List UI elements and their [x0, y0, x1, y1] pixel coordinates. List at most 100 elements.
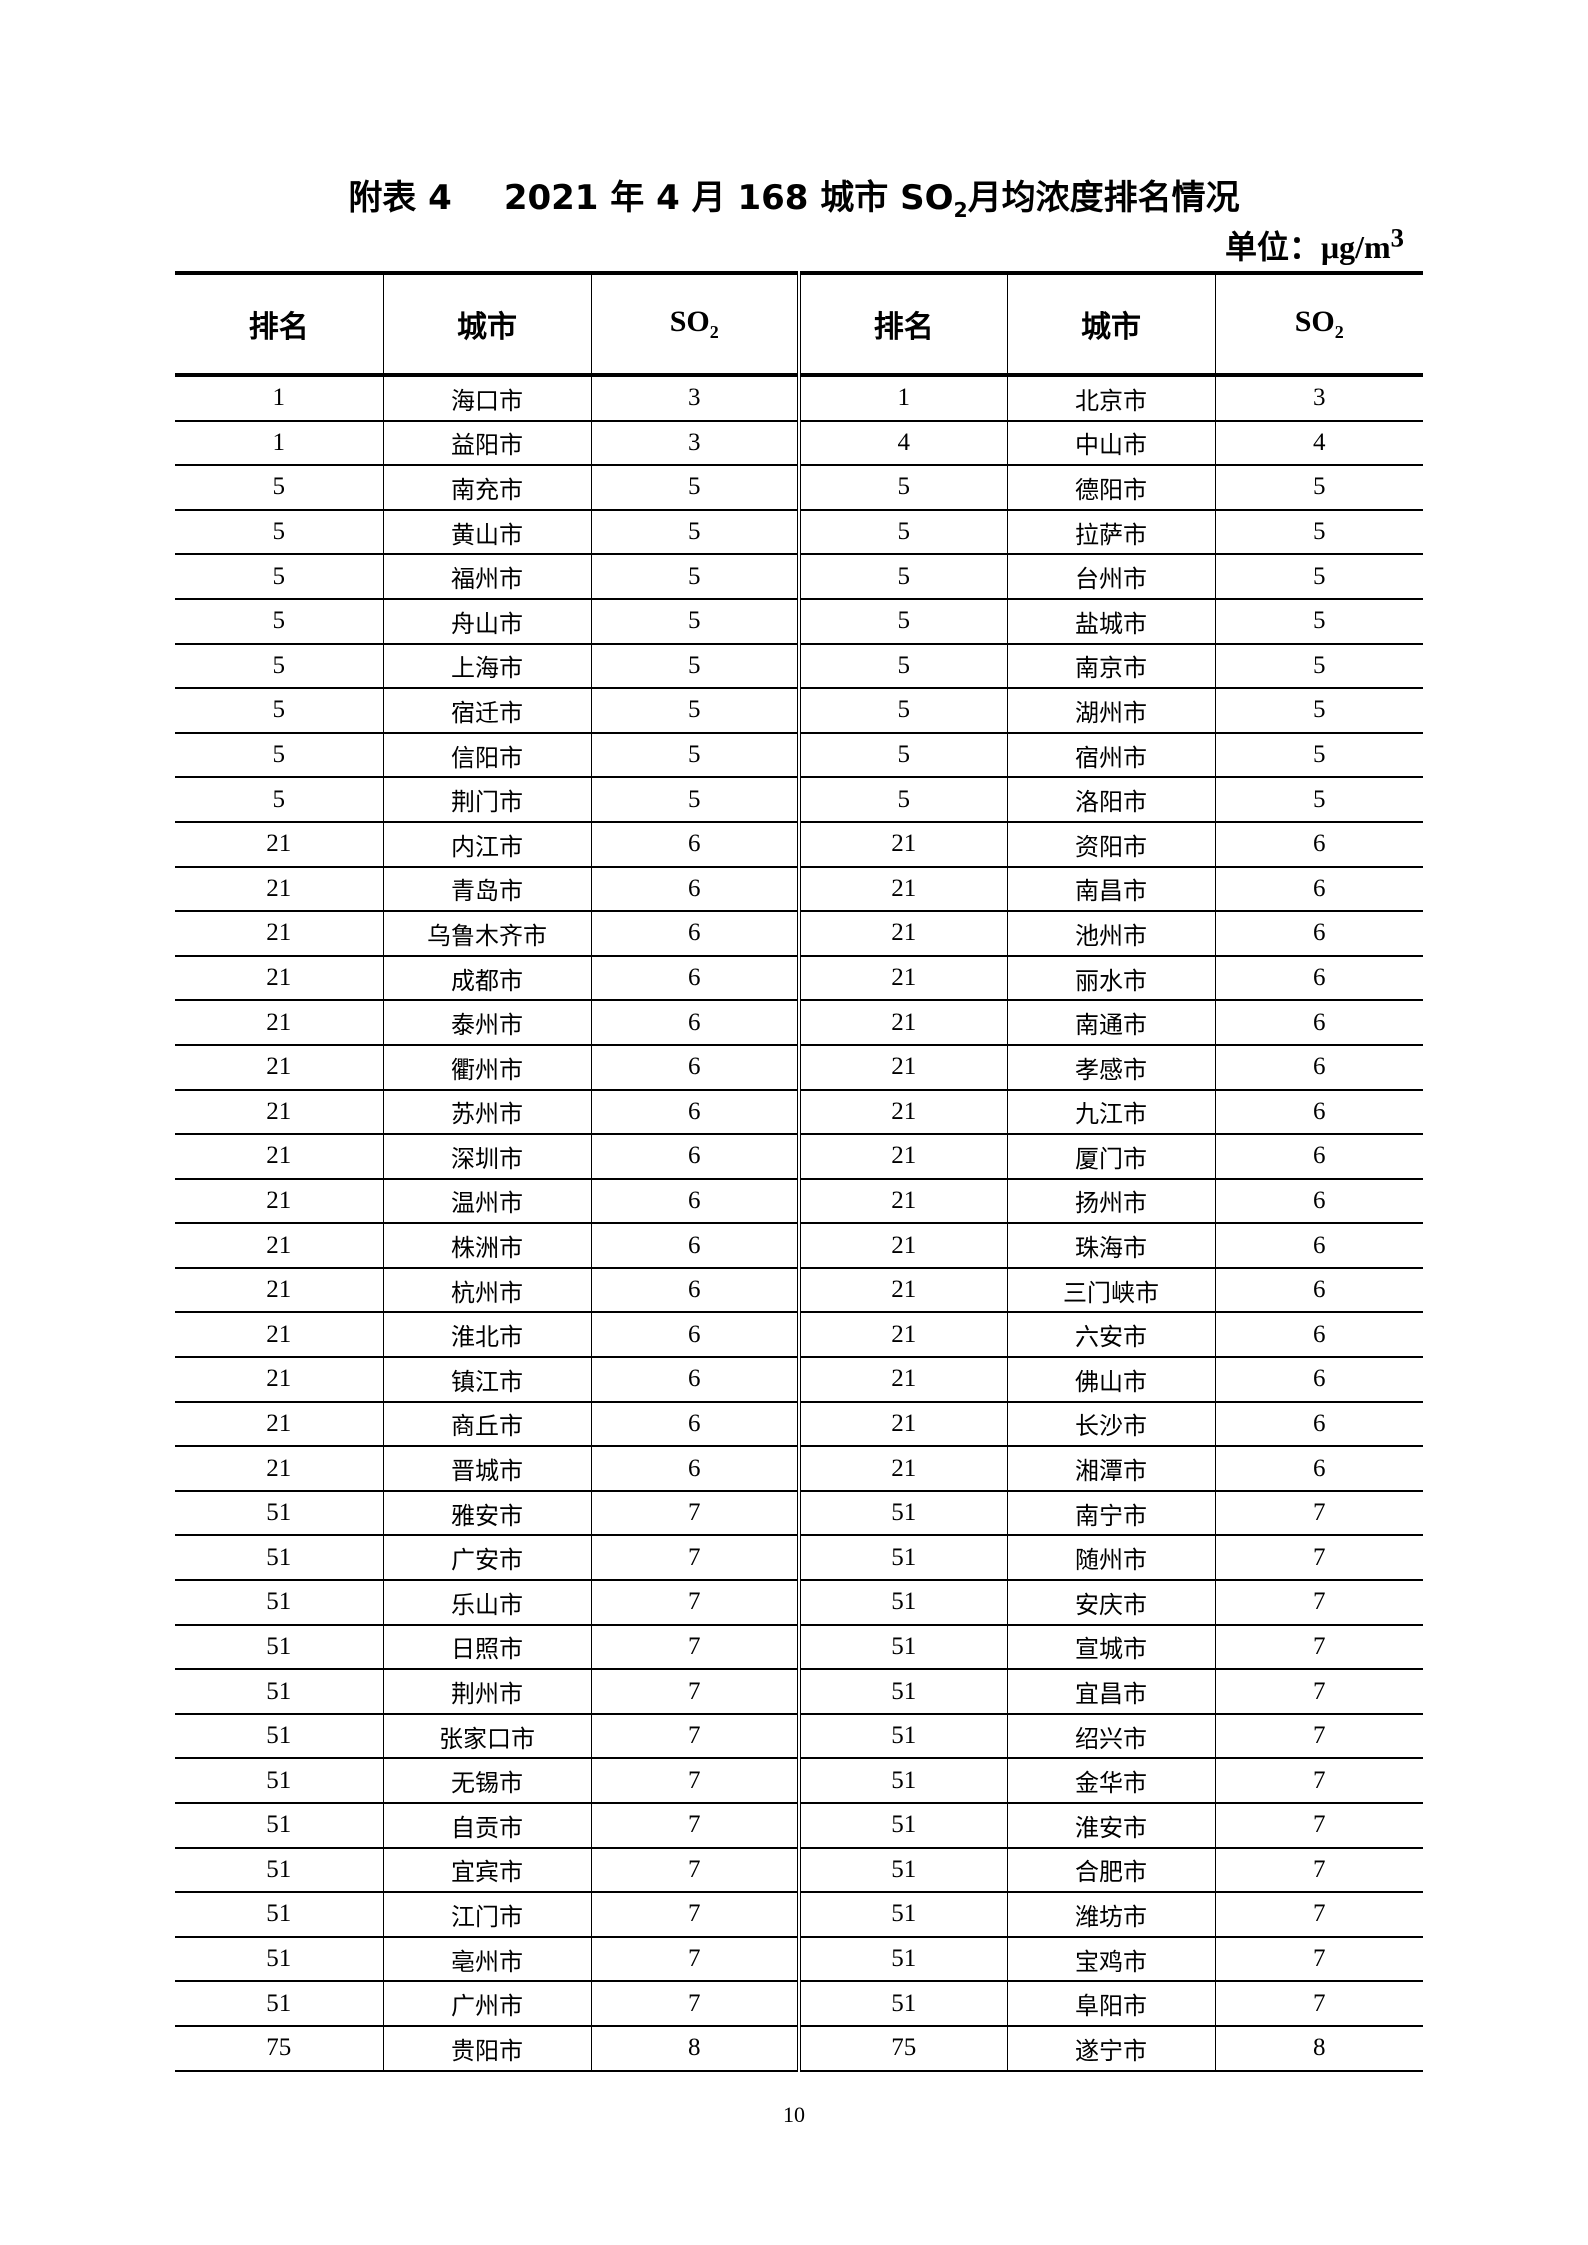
rank-cell: 21	[175, 1446, 383, 1492]
unit-value: μg/m	[1320, 229, 1391, 265]
rank-cell: 5	[797, 732, 1007, 779]
city-cell: 北京市	[1006, 375, 1215, 422]
rank-cell: 21	[797, 1044, 1007, 1091]
rank-cell: 5	[797, 598, 1007, 645]
so2-cell: 6	[590, 1446, 799, 1492]
rank-cell: 51	[175, 1535, 383, 1582]
city-cell: 成都市	[382, 955, 591, 1002]
so2-cell: 6	[1214, 955, 1423, 1002]
so2-cell: 7	[1214, 1981, 1423, 2027]
so2-cell: 6	[590, 955, 799, 1002]
rank-cell: 51	[797, 1713, 1007, 1760]
rank-cell: 21	[175, 1267, 383, 1314]
city-cell: 深圳市	[382, 1134, 591, 1180]
so2-cell: 8	[1214, 2025, 1423, 2072]
so2-cell: 5	[590, 554, 799, 600]
so2-cell: 6	[1214, 1089, 1423, 1136]
ranking-table: 排名 城市 SO2 排名 城市 SO2 1 海口市 3 1 北京市 3 1 益阳市 3 4 中山市 4 5 南充市 5…	[175, 271, 1423, 2072]
rank-cell: 51	[797, 1580, 1007, 1626]
city-cell: 合肥市	[1006, 1847, 1215, 1894]
rank-cell: 5	[797, 509, 1007, 556]
so2-cell: 5	[590, 509, 799, 556]
table-row: 5 福州市 5 5 台州市 5	[175, 554, 1423, 600]
table-row: 5 信阳市 5 5 宿州市 5	[175, 732, 1423, 779]
table-row: 5 宿迁市 5 5 湖州市 5	[175, 688, 1423, 734]
so2-cell: 4	[1214, 420, 1423, 467]
city-cell: 张家口市	[382, 1713, 591, 1760]
header-text: SO	[669, 305, 710, 338]
city-cell: 乌鲁木齐市	[382, 911, 591, 957]
city-cell: 宿州市	[1006, 732, 1215, 779]
rank-cell: 21	[797, 1401, 1007, 1448]
rank-cell: 5	[175, 554, 383, 600]
city-cell: 江门市	[382, 1892, 591, 1938]
rank-cell: 51	[175, 1892, 383, 1938]
so2-cell: 7	[590, 1490, 799, 1537]
city-cell: 长沙市	[1006, 1401, 1215, 1448]
so2-cell: 6	[1214, 821, 1423, 868]
city-cell: 内江市	[382, 821, 591, 868]
city-cell: 扬州市	[1006, 1178, 1215, 1225]
city-cell: 宝鸡市	[1006, 1936, 1215, 1983]
rank-cell: 51	[175, 1713, 383, 1760]
so2-cell: 3	[1214, 375, 1423, 422]
rank-cell: 21	[175, 1089, 383, 1136]
city-cell: 盐城市	[1006, 598, 1215, 645]
so2-cell: 7	[1214, 1580, 1423, 1626]
so2-cell: 7	[590, 1981, 799, 2027]
table-row: 51 无锡市 7 51 金华市 7	[175, 1758, 1423, 1804]
table-row: 5 黄山市 5 5 拉萨市 5	[175, 509, 1423, 556]
city-cell: 福州市	[382, 554, 591, 600]
so2-cell: 8	[590, 2025, 799, 2072]
rank-cell: 5	[175, 465, 383, 511]
city-cell: 温州市	[382, 1178, 591, 1225]
city-cell: 洛阳市	[1006, 777, 1215, 823]
city-cell: 绍兴市	[1006, 1713, 1215, 1760]
city-cell: 衢州市	[382, 1044, 591, 1091]
city-cell: 珠海市	[1006, 1223, 1215, 1269]
city-cell: 台州市	[1006, 554, 1215, 600]
rank-cell: 21	[797, 866, 1007, 913]
table-row: 21 成都市 6 21 丽水市 6	[175, 955, 1423, 1002]
table-row: 51 亳州市 7 51 宝鸡市 7	[175, 1936, 1423, 1983]
city-cell: 广安市	[382, 1535, 591, 1582]
so2-cell: 7	[1214, 1847, 1423, 1894]
table-row: 21 内江市 6 21 资阳市 6	[175, 821, 1423, 868]
so2-cell: 6	[590, 1223, 799, 1269]
so2-cell: 3	[590, 420, 799, 467]
rank-cell: 51	[797, 1535, 1007, 1582]
city-cell: 泰州市	[382, 1000, 591, 1046]
city-cell: 阜阳市	[1006, 1981, 1215, 2027]
rank-cell: 5	[175, 509, 383, 556]
city-cell: 宿迁市	[382, 688, 591, 734]
rank-cell: 21	[175, 866, 383, 913]
rank-cell: 51	[797, 1490, 1007, 1537]
city-cell: 九江市	[1006, 1089, 1215, 1136]
so2-cell: 6	[1214, 1401, 1423, 1448]
rank-cell: 51	[175, 1669, 383, 1715]
so2-cell: 6	[590, 1267, 799, 1314]
so2-cell: 6	[590, 866, 799, 913]
rank-cell: 21	[175, 1223, 383, 1269]
city-cell: 厦门市	[1006, 1134, 1215, 1180]
rank-cell: 21	[797, 1267, 1007, 1314]
city-cell: 海口市	[382, 375, 591, 422]
so2-cell: 6	[590, 1401, 799, 1448]
so2-cell: 5	[1214, 598, 1423, 645]
table-row: 21 青岛市 6 21 南昌市 6	[175, 866, 1423, 913]
city-cell: 荆州市	[382, 1669, 591, 1715]
table-row: 21 温州市 6 21 扬州市 6	[175, 1178, 1423, 1225]
rank-cell: 21	[175, 1000, 383, 1046]
city-cell: 丽水市	[1006, 955, 1215, 1002]
table-row: 21 商丘市 6 21 长沙市 6	[175, 1401, 1423, 1448]
header-text: SO	[1294, 305, 1335, 338]
rank-cell: 51	[175, 1490, 383, 1537]
so2-cell: 6	[1214, 1223, 1423, 1269]
table-row: 51 张家口市 7 51 绍兴市 7	[175, 1713, 1423, 1760]
so2-cell: 5	[1214, 465, 1423, 511]
rank-cell: 51	[175, 1981, 383, 2027]
rank-cell: 51	[175, 1847, 383, 1894]
city-cell: 宜昌市	[1006, 1669, 1215, 1715]
city-cell: 南京市	[1006, 643, 1215, 690]
so2-cell: 6	[1214, 911, 1423, 957]
